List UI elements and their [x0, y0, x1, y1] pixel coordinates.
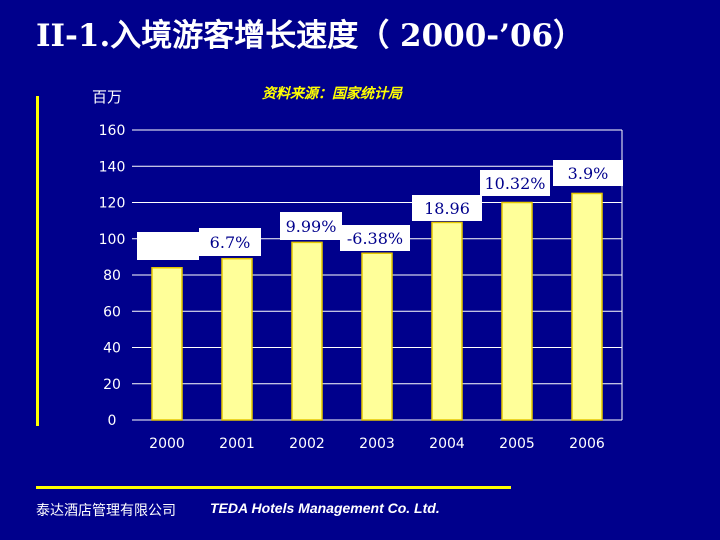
y-tick-label: 100: [99, 232, 126, 248]
x-tick-label: 2006: [569, 436, 605, 452]
x-tick-label: 2000: [149, 436, 185, 452]
data-label-box: [553, 160, 623, 186]
x-tick-label: 2005: [499, 436, 535, 452]
x-tick-label: 2001: [219, 436, 255, 452]
y-tick-label: 160: [99, 123, 126, 139]
data-label: 3.9%: [568, 164, 609, 183]
footer-company-cn: 泰达酒店管理有限公司: [36, 503, 176, 519]
x-tick-label: 2003: [359, 436, 395, 452]
page-title: II-1.入境游客增长速度（ 2000-’06）: [36, 18, 585, 54]
data-label: 9.99%: [286, 217, 337, 236]
data-label: 10.32%: [484, 174, 545, 193]
data-label-box: [280, 212, 342, 240]
y-tick-label: 140: [99, 159, 126, 175]
bar: [361, 252, 393, 421]
bar: [571, 192, 603, 421]
bar: [291, 241, 323, 421]
unit-label: 百万: [92, 88, 123, 106]
data-label-box: [412, 195, 482, 221]
footer-rule: [36, 486, 511, 489]
data-label: 18.96: [424, 199, 470, 218]
footer-company-en: TEDA Hotels Management Co. Ltd.: [210, 500, 440, 516]
y-tick-label: 0: [108, 413, 117, 429]
data-label-box: [480, 170, 550, 196]
x-tick-label: 2004: [429, 436, 465, 452]
data-label: 6.7%: [210, 233, 251, 252]
y-tick-label: 120: [99, 196, 126, 212]
bar: [431, 221, 463, 421]
bar: [501, 201, 533, 421]
data-label-box: [340, 225, 410, 251]
data-label: -6.38%: [347, 229, 403, 248]
y-tick-label: 60: [103, 304, 121, 320]
left-accent-rule: [36, 96, 39, 426]
y-tick-label: 20: [103, 377, 121, 393]
label-mask-block: [137, 232, 199, 260]
bar: [151, 267, 183, 421]
bar: [221, 257, 253, 421]
source-label: 资料来源：国家统计局: [262, 86, 402, 102]
data-label-box: [199, 228, 261, 256]
y-tick-label: 40: [103, 341, 121, 357]
x-tick-label: 2002: [289, 436, 325, 452]
y-tick-label: 80: [103, 268, 121, 284]
